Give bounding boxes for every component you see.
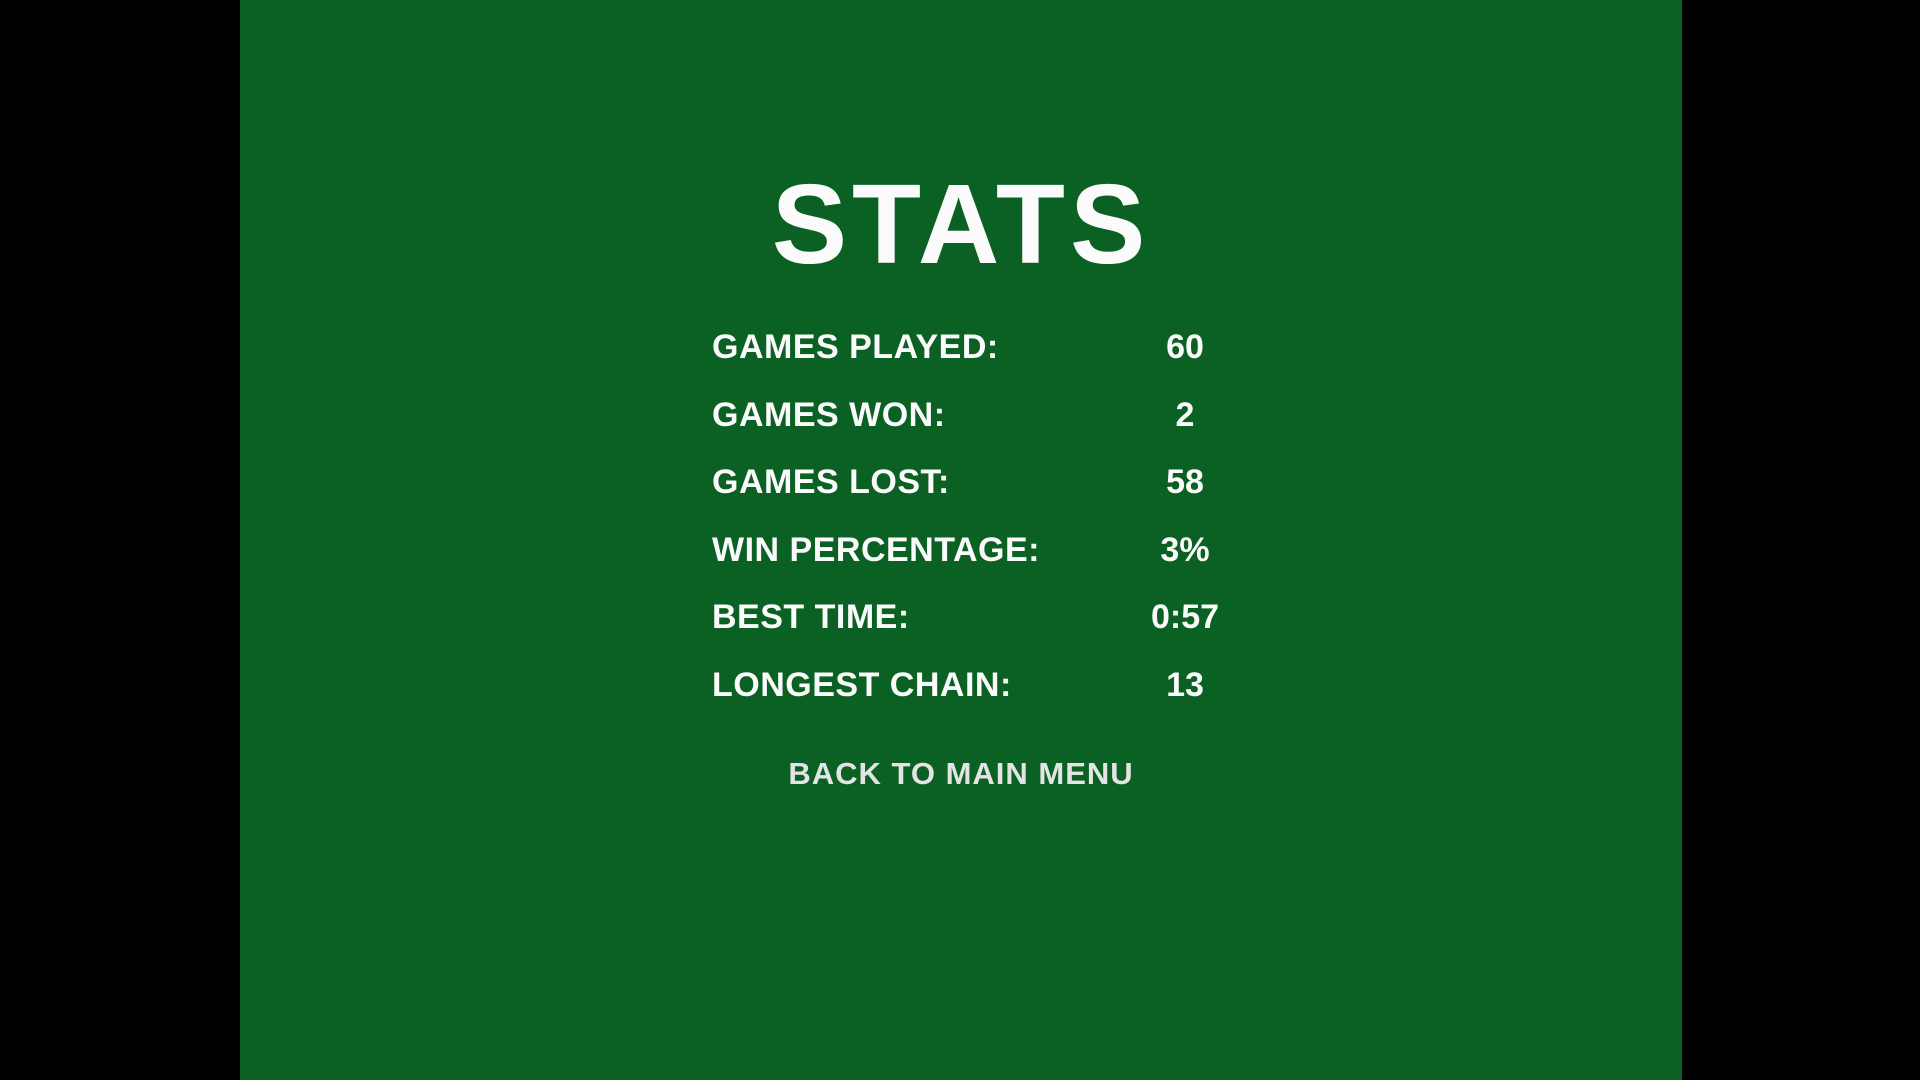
stats-screen-panel: STATS GAMES PLAYED: 60 GAMES WON: 2 GAME… [240, 0, 1682, 1080]
stat-value: 3% [1160, 530, 1210, 569]
stat-value: 13 [1166, 665, 1204, 704]
stat-value: 0:57 [1150, 598, 1220, 637]
stat-label: WIN PERCENTAGE: [712, 530, 1040, 569]
stat-row-win-percentage: WIN PERCENTAGE: 3% [712, 517, 1312, 585]
stat-row-best-time: BEST TIME: 0:57 [712, 584, 1312, 652]
stat-label: GAMES PLAYED: [712, 328, 999, 367]
stat-value: 2 [1175, 395, 1195, 434]
stat-label: LONGEST CHAIN: [712, 665, 1012, 704]
stat-label: GAMES WON: [712, 395, 946, 434]
stat-value: 58 [1166, 463, 1204, 502]
stat-row-longest-chain: LONGEST CHAIN: 13 [712, 652, 1312, 720]
stat-row-games-lost: GAMES LOST: 58 [712, 449, 1312, 517]
stat-row-games-won: GAMES WON: 2 [712, 382, 1312, 450]
stat-row-games-played: GAMES PLAYED: 60 [712, 314, 1312, 382]
stat-label: GAMES LOST: [712, 463, 950, 502]
back-to-main-menu-button[interactable]: BACK TO MAIN MENU [788, 756, 1134, 791]
stat-label: BEST TIME: [712, 598, 910, 637]
page-title: STATS [771, 161, 1151, 287]
stats-list: GAMES PLAYED: 60 GAMES WON: 2 GAMES LOST… [712, 314, 1312, 719]
stat-value: 60 [1166, 328, 1204, 367]
